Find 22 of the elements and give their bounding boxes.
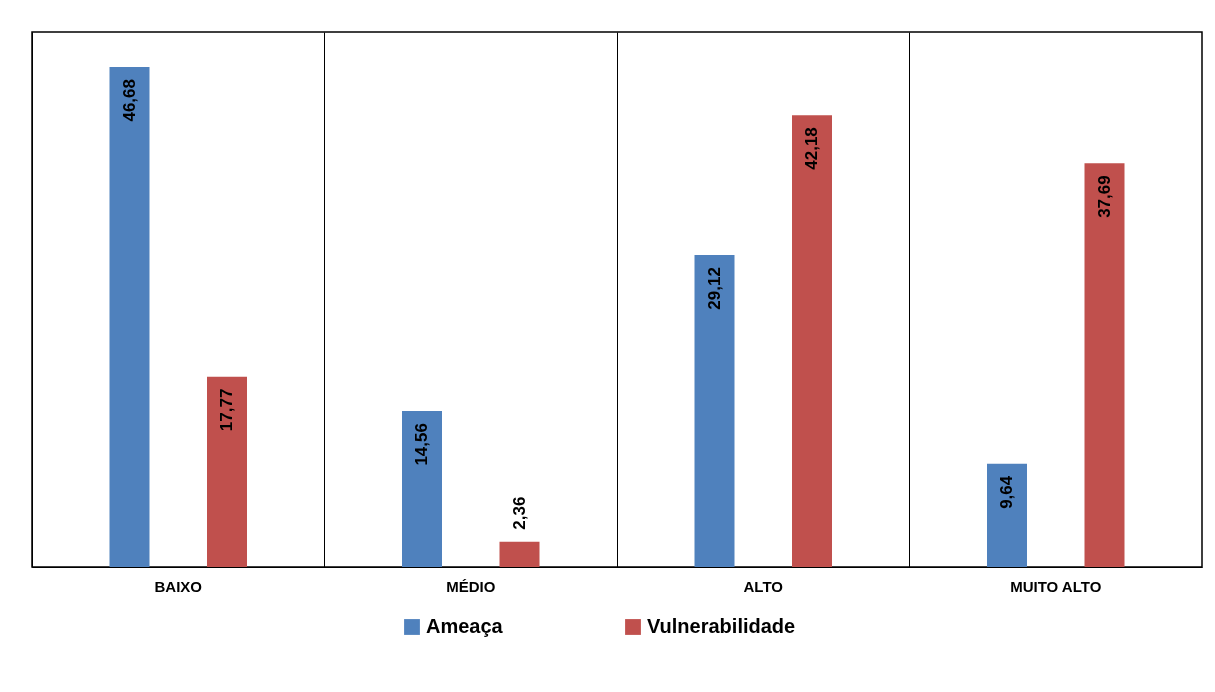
data-label: 37,69 bbox=[1094, 175, 1114, 218]
bar bbox=[402, 411, 442, 567]
data-label: 42,18 bbox=[802, 127, 821, 170]
bar bbox=[1084, 163, 1125, 567]
x-tick-label: ALTO bbox=[743, 577, 784, 595]
data-label: 14,56 bbox=[412, 423, 431, 466]
x-tick-label: BAIXO bbox=[154, 577, 203, 595]
data-label: 9,64 bbox=[997, 475, 1016, 509]
data-label: 29,12 bbox=[704, 267, 724, 310]
legend-label: Vulnerabilidade bbox=[647, 615, 796, 637]
x-tick-label: MÉDIO bbox=[446, 577, 496, 595]
bar bbox=[109, 67, 150, 567]
data-label: 17,77 bbox=[217, 388, 236, 432]
bar bbox=[987, 463, 1027, 567]
data-label: 46,68 bbox=[119, 79, 139, 122]
legend-label: Ameaça bbox=[426, 615, 504, 637]
bar bbox=[499, 541, 540, 567]
bar bbox=[792, 115, 832, 567]
data-label: 2,36 bbox=[509, 496, 529, 530]
bar bbox=[694, 255, 735, 567]
bar bbox=[207, 376, 247, 567]
x-tick-label: MUITO ALTO bbox=[1010, 577, 1102, 595]
